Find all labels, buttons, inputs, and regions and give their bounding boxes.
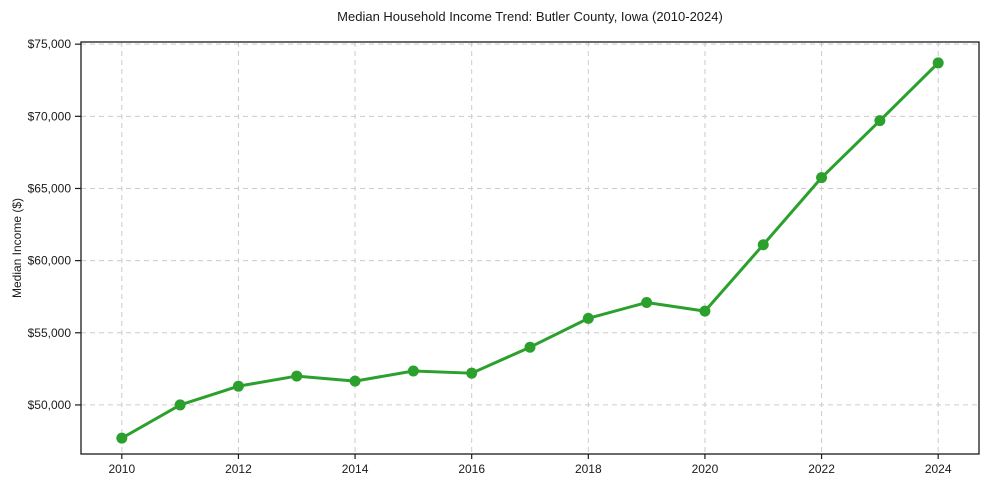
x-tick-label: 2024	[925, 462, 952, 476]
data-point-2021	[757, 239, 769, 251]
x-tick-label: 2020	[692, 462, 719, 476]
y-tick-label: $60,000	[28, 254, 72, 268]
data-point-2015	[407, 365, 419, 377]
y-tick-label: $75,000	[28, 37, 72, 51]
data-point-2024	[932, 57, 944, 69]
y-tick-label: $65,000	[28, 181, 72, 195]
data-point-2012	[232, 380, 244, 392]
x-tick-label: 2018	[575, 462, 602, 476]
data-point-2014	[349, 375, 361, 387]
x-tick-label: 2014	[342, 462, 369, 476]
data-point-2023	[874, 115, 886, 127]
y-tick-label: $50,000	[28, 398, 72, 412]
data-point-2019	[641, 296, 653, 308]
data-point-2018	[582, 312, 594, 324]
plot-border	[80, 41, 980, 455]
data-point-2011	[174, 399, 186, 411]
data-point-2010	[116, 432, 128, 444]
income-trend-line	[120, 61, 940, 440]
data-point-2022	[816, 172, 828, 184]
data-point-2017	[524, 341, 536, 353]
x-tick-label: 2012	[225, 462, 252, 476]
data-point-2016	[466, 367, 478, 379]
y-tick-label: $55,000	[28, 326, 72, 340]
y-tick-label: $70,000	[28, 109, 72, 123]
chart-title: Median Household Income Trend: Butler Co…	[337, 9, 723, 24]
x-tick-label: 2022	[808, 462, 835, 476]
x-tick-label: 2010	[108, 462, 135, 476]
data-point-2020	[699, 305, 711, 317]
data-point-2013	[291, 370, 303, 382]
x-tick-label: 2016	[458, 462, 485, 476]
